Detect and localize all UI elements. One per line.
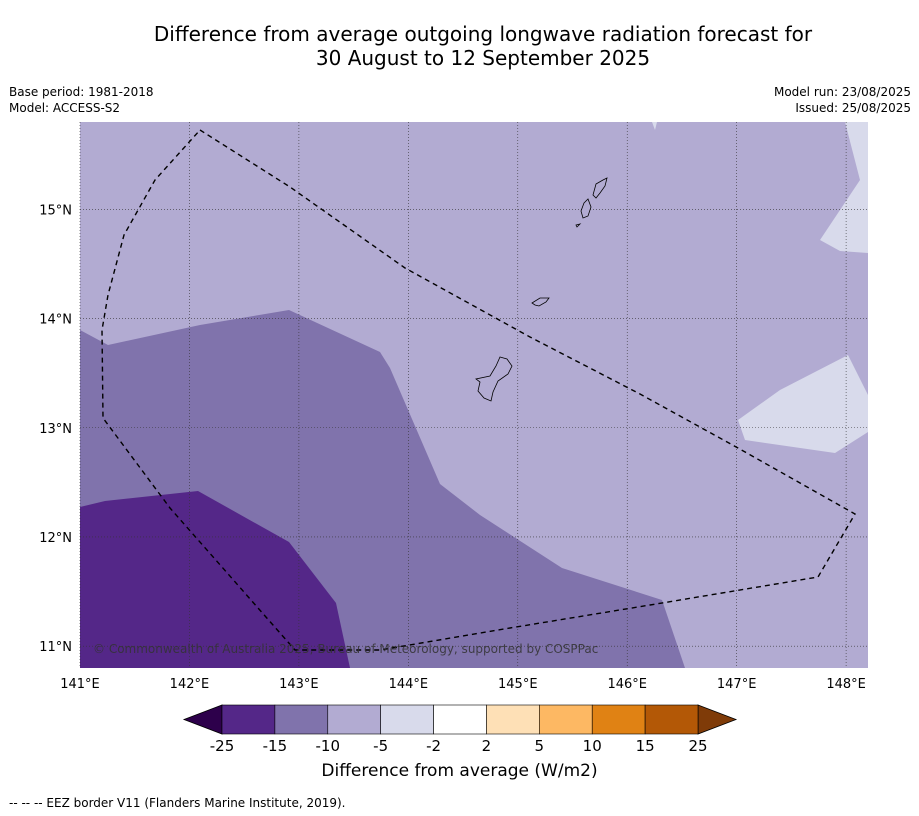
- footnote: -- -- -- EEZ border V11 (Flanders Marine…: [9, 796, 346, 810]
- chart-title: Difference from average outgoing longwav…: [0, 22, 919, 70]
- band-minus2-to-minus5-fleck: [652, 122, 657, 130]
- base-period: Base period: 1981-2018: [9, 85, 154, 99]
- eez-border: [101, 129, 856, 651]
- meta-right: Model run: 23/08/2025 Issued: 25/08/2025: [774, 84, 911, 116]
- lat-tick-label: 12°N: [39, 531, 72, 546]
- issued-date: Issued: 25/08/2025: [795, 101, 911, 115]
- colorbar-tick-label: -25: [210, 737, 235, 755]
- island-tinian: [580, 198, 592, 219]
- colorbar-bin: [539, 704, 593, 735]
- colorbar-tick-label: 2: [482, 737, 492, 755]
- islands: [475, 177, 608, 402]
- lon-tick-label: 142°E: [170, 677, 210, 692]
- anomaly-field: [80, 122, 868, 668]
- island-aguijan: [575, 223, 582, 228]
- meta-left: Base period: 1981-2018 Model: ACCESS-S2: [9, 84, 154, 116]
- island-guam: [475, 356, 513, 402]
- colorbar-tick-label: 10: [583, 737, 602, 755]
- colorbar-tick-label: -15: [263, 737, 288, 755]
- copyright-text: © Commonwealth of Australia 2025, Bureau…: [93, 642, 598, 656]
- lon-tick-label: 143°E: [279, 677, 319, 692]
- island-saipan: [592, 177, 608, 199]
- colorbar-tick-label: -10: [316, 737, 341, 755]
- lat-tick-label: 14°N: [39, 313, 72, 328]
- colorbar-tick-label: -5: [373, 737, 388, 755]
- gridlines: [79, 122, 868, 668]
- colorbar-bin: [221, 704, 276, 735]
- colorbar-bin: [486, 704, 540, 735]
- lon-tick-label: 148°E: [826, 677, 866, 692]
- colorbar-bin: [274, 704, 329, 735]
- colorbar-bin: [327, 704, 381, 735]
- colorbar-under-arrow: [182, 704, 223, 735]
- colorbar-bin: [380, 704, 434, 735]
- band-minus2-to-minus5-e: [738, 355, 868, 453]
- lat-tick-label: 13°N: [39, 422, 72, 437]
- colorbar-bin: [433, 704, 487, 735]
- colorbar-tick-label: -2: [426, 737, 441, 755]
- longitude-labels: 141°E 142°E 143°E 144°E 145°E 146°E 147°E 148°E: [60, 677, 866, 692]
- colorbar-tick-label: 5: [535, 737, 545, 755]
- title-line-2: 30 August to 12 September 2025: [315, 46, 651, 70]
- band-below-minus15: [80, 491, 350, 668]
- lon-tick-label: 146°E: [607, 677, 647, 692]
- colorbar-title: Difference from average (W/m2): [321, 761, 598, 781]
- latitude-labels: 15°N 14°N 13°N 12°N 11°N: [39, 203, 72, 655]
- lon-tick-label: 141°E: [60, 677, 100, 692]
- lon-tick-label: 147°E: [717, 677, 757, 692]
- lon-tick-label: 145°E: [498, 677, 538, 692]
- lat-tick-label: 15°N: [39, 203, 72, 218]
- colorbar-bin: [591, 704, 646, 735]
- map-svg: 141°E 142°E 143°E 144°E 145°E 146°E 147°E 148°E…: [39, 122, 868, 755]
- lon-tick-label: 144°E: [389, 677, 429, 692]
- colorbar-bin: [644, 704, 699, 735]
- model-name: Model: ACCESS-S2: [9, 101, 121, 115]
- band-minus2-to-minus5-ne: [820, 122, 868, 253]
- title-line-1: Difference from average outgoing longwav…: [153, 22, 813, 46]
- map-figure: 141°E 142°E 143°E 144°E 145°E 146°E 147°E 148°E…: [39, 122, 868, 755]
- model-run: Model run: 23/08/2025: [773, 85, 911, 99]
- colorbar-tick-label: 15: [636, 737, 655, 755]
- colorbar-tick-label: 25: [688, 737, 707, 755]
- island-rota: [531, 297, 550, 307]
- colorbar-over-arrow: [697, 704, 738, 735]
- lat-tick-label: 11°N: [39, 640, 72, 655]
- colorbar: -25 -15 -10 -5 -2 2 5 10 15 25: [182, 704, 738, 755]
